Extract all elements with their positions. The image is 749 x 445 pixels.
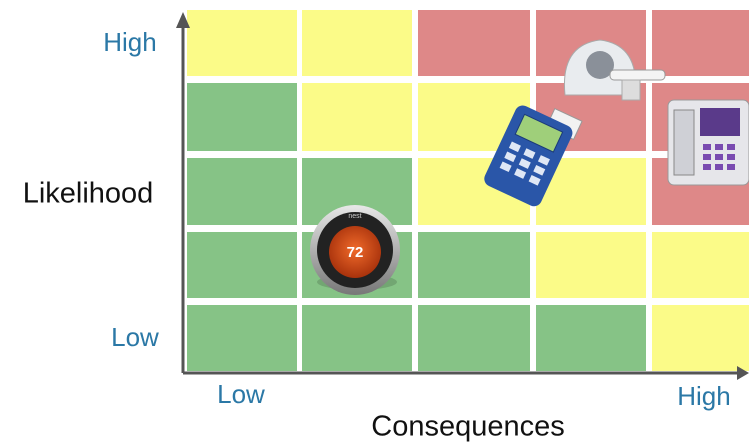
- risk-cell: [187, 232, 297, 298]
- risk-cell: [187, 158, 297, 225]
- x-high-label: High: [677, 381, 730, 411]
- risk-cell: [302, 10, 412, 76]
- risk-matrix: High Likelihood Low Low High Consequence…: [0, 0, 749, 445]
- risk-cell: [536, 232, 646, 298]
- risk-cell: [187, 83, 297, 151]
- x-axis-title: Consequences: [371, 411, 564, 443]
- risk-cell: [418, 232, 530, 298]
- risk-cell: [652, 232, 749, 298]
- ct-scanner-icon: [564, 40, 665, 100]
- risk-cell: [652, 305, 749, 371]
- y-low-label: Low: [111, 322, 159, 352]
- risk-cell: [418, 305, 530, 371]
- risk-cell: [418, 10, 530, 76]
- thermostat-reading: 72: [347, 244, 364, 261]
- risk-cell: [536, 305, 646, 371]
- risk-cell: [187, 305, 297, 371]
- infusion-pump-icon: [668, 100, 749, 185]
- x-low-label: Low: [217, 379, 265, 409]
- risk-cell: [302, 305, 412, 371]
- y-axis-title: Likelihood: [23, 178, 154, 210]
- thermostat-icon: nest 72: [310, 205, 400, 295]
- risk-cell: [302, 83, 412, 151]
- y-high-label: High: [103, 27, 156, 57]
- risk-cell: [187, 10, 297, 76]
- thermostat-brand: nest: [348, 213, 361, 220]
- risk-cell: [652, 10, 749, 76]
- matrix-grid: [187, 10, 749, 371]
